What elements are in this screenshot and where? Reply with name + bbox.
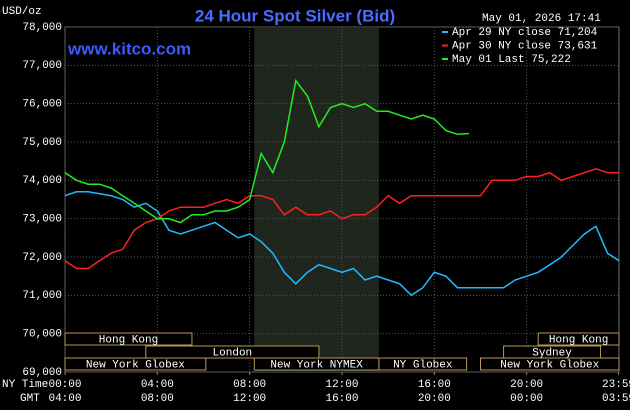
x2-tick-label: 08:00 [141,393,174,405]
session-box [64,332,193,346]
legend-entry: Apr 29 NY close 71,204 [452,27,598,39]
x-tick-label: 00:00 [48,379,81,391]
y-tick-label: 69,000 [22,367,62,379]
x-tick-label: 12:00 [325,379,358,391]
session-label: Hong Kong [549,334,608,346]
y-tick-label: 71,000 [22,290,62,302]
session-shading [254,27,379,372]
y-tick-label: 72,000 [22,252,62,264]
series-line [64,78,470,224]
y-tick-label: 77,000 [22,60,62,72]
chart-title: 24 Hour Spot Silver (Bid) [195,6,395,25]
y-tick-label: 78,000 [22,22,62,34]
y-tick-label: 70,000 [22,329,62,341]
x2-tick-label: 04:00 [48,393,81,405]
y-tick-label: 73,000 [22,214,62,226]
x-tick-label: 23:59 [602,379,630,391]
session-label: London [213,347,253,359]
x2-tick-label: 03:59 [602,393,630,405]
x-axis-label: NY Time [2,379,48,391]
x2-tick-label: 16:00 [325,393,358,405]
website: www.kitco.com [67,39,191,58]
y-tick-label: 76,000 [22,99,62,111]
x2-tick-label: 00:00 [510,393,543,405]
y-tick-label: 75,000 [22,137,62,149]
x-tick-label: 20:00 [510,379,543,391]
session-box [64,357,207,371]
x-tick-label: 08:00 [233,379,266,391]
legend-entry: Apr 30 NY close 73,631 [452,40,598,52]
legend-entry: May 01 Last 75,222 [452,54,571,66]
session-label: New York Globex [86,359,185,371]
x2-tick-label: 12:00 [233,393,266,405]
session-box [145,345,320,359]
x2-tick-label: 20:00 [418,393,451,405]
session-label: New York NYMEX [270,359,363,371]
session-box [378,357,468,371]
session-label: New York Globex [500,359,599,371]
x-tick-label: 04:00 [141,379,174,391]
series-line [64,191,620,297]
session-label: Hong Kong [99,334,158,346]
session-label: NY Globex [393,359,453,371]
session-box [480,357,620,371]
session-box [537,332,620,346]
y-axis-label: USD/oz [2,6,42,18]
x2-axis-label: GMT [20,393,40,405]
y-tick-label: 74,000 [22,175,62,187]
session-label: Sydney [532,347,572,359]
timestamp: May 01, 2026 17:41 [482,13,601,25]
x-tick-label: 16:00 [418,379,451,391]
